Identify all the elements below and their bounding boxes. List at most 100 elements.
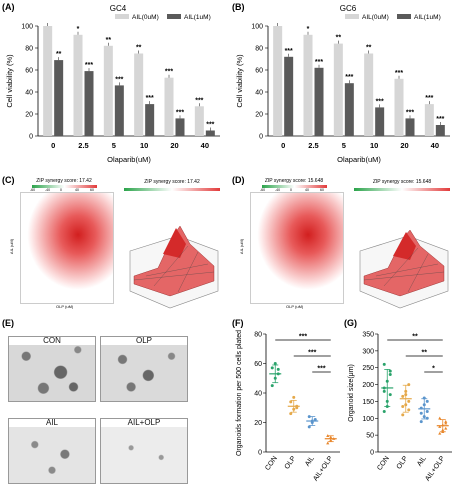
chart-g-point-3-6 [438,416,442,420]
chart-b-sig-0-2: ** [336,35,342,42]
heatmap-scale-tick-3: 40 [75,188,79,192]
chart-b-xtick-label-1: 2.5 [308,141,318,150]
chart-b-ytick-label-0: 0 [259,134,263,141]
chart-a-sig-1-5: *** [206,122,214,129]
heatmap-scale-tick-0: -60 [30,188,36,192]
synergy-heatmap-d: ZIP synergy score: 15.648 AIL (uM) OLP (… [239,178,344,313]
heatmap-d-scale [262,185,327,188]
chart-g-ytick-label-4: 200 [362,382,374,389]
chart-a-bar-0-4 [164,77,174,136]
chart-b-xtick-label-3: 10 [370,141,378,150]
chart-b-xlabel: Olaparib(uM) [337,155,381,164]
chart-f-ylabel: Organoids formation per 500 cells plated [236,330,243,456]
chart-f-ytick-label-0: 0 [258,450,262,457]
chart-f-point-2-2 [313,418,317,422]
chart-b-bar-1-1 [314,67,324,136]
heatmap-c-xlabel: OLP (uM) [56,304,74,309]
surface-c-plot [129,225,219,309]
chart-g-xtick-label-1: OLP [396,455,410,471]
chart-g-point-1-0 [401,413,405,417]
surface-d-title: ZIP synergy score: 15.648 [372,179,432,185]
micrograph-ail-olp: AIL+OLP [100,418,188,484]
heatmap-scale-tick-1: -40 [45,188,51,192]
chart-f-point-1-3 [289,400,293,404]
chart-f-ytick-label-4: 80 [254,332,262,339]
chart-a-ytick-label-5: 100 [21,24,33,31]
chart-b-bar-0-4 [394,78,404,136]
chart-b-ylabel: Cell viability (%) [235,54,244,108]
chart-b-sig-1-3: *** [376,98,384,105]
surface-c-scale [124,188,220,191]
chart-a-ytick-label-4: 80 [25,46,33,53]
micrograph-con-label: CON [9,337,95,345]
heatmap-scale-tick-1: -40 [275,188,281,192]
chart-b-sig-1-0: *** [285,48,293,55]
chart-g-ytick-label-2: 100 [362,416,374,423]
synergy-heatmap-c: ZIP synergy score: 17.42 AIL (uM) OLP (u… [9,178,114,313]
panel-label-a: (A) [2,2,15,12]
heatmap-scale-tick-4: 60 [90,188,94,192]
chart-f-point-2-0 [307,425,311,429]
chart-g-point-3-2 [444,426,448,430]
chart-g-point-2-6 [419,411,423,415]
chart-b-sig-0-1: * [307,26,310,33]
heatmap-d-xlabel: OLP (uM) [286,304,304,309]
chart-g-xtick-label-2: AIL [416,455,428,468]
synergy-surface-c: ZIP synergy score: 17.42 [118,179,226,316]
chart-a-sig-1-0: ** [56,51,62,58]
chart-f-xtick-label-2: AIL [304,455,316,468]
chart-b-sig-0-5: *** [425,95,433,102]
chart-b-sig-1-2: *** [345,74,353,81]
chart-b-bar-0-5 [424,104,434,136]
chart-a-sig-0-4: *** [165,69,173,76]
chart-g-ylabel: Organoid size(μm) [348,364,355,422]
surface-d-scale [354,188,450,191]
chart-g-point-1-2 [407,399,411,403]
chart-b-bar-1-5 [435,125,445,136]
micrograph-olp: OLP [100,336,188,402]
chart-a-bar-1-3 [145,104,155,136]
chart-g-point-0-9 [382,389,386,393]
chart-f-xtick-label-1: OLP [284,455,298,471]
chart-b-bar-0-2 [333,43,343,136]
chart-b-xtick-label-2: 5 [342,141,346,150]
panel-label-e: (E) [2,318,14,328]
chart-g-xtick-label-0: CON [376,455,391,472]
surface-d-plot [359,229,449,309]
chart-g-point-2-2 [425,410,429,414]
chart-a-xtick-label-3: 10 [140,141,148,150]
chart-g-bracket-label-0: ** [412,334,418,341]
chart-a-ylabel: Cell viability (%) [5,54,14,108]
heatmap-c-title: ZIP synergy score: 17.42 [36,178,92,184]
chart-g-bracket-label-1: ** [422,350,428,357]
heatmap-scale-tick-4: 60 [320,188,324,192]
chart-a-legend-label-1: AIL(1uM) [184,14,211,21]
chart-g-point-0-6 [382,362,386,366]
dot-plot-f: 0 20 40 60 80 Organoids formation per 500 cel… [236,330,340,483]
chart-g-ytick-label-1: 50 [366,433,374,440]
chart-b-bar-0-3 [364,53,374,136]
heatmap-scale-tick-2: 0 [60,188,62,192]
chart-a-bar-0-1 [73,34,83,136]
chart-a-bar-1-1 [84,71,94,136]
chart-b-sig-1-4: *** [406,109,414,116]
chart-b-bar-1-0 [284,56,294,136]
chart-f-point-1-0 [289,412,293,416]
chart-a-sig-0-2: ** [106,37,112,44]
chart-a-xtick-label-2: 5 [112,141,116,150]
chart-g-point-2-5 [425,399,429,403]
surface-c-title: ZIP synergy score: 17.42 [144,179,200,185]
chart-g-point-3-5 [444,420,448,423]
chart-a-title: GC4 [110,4,127,13]
chart-a-xtick-label-0: 0 [51,141,55,150]
chart-a-xlabel: Olaparib(uM) [107,155,151,164]
chart-b-xtick-label-4: 20 [400,141,408,150]
chart-b-ytick-label-5: 100 [251,24,263,31]
chart-g-point-1-8 [407,408,411,412]
chart-a-sig-0-5: *** [195,97,203,104]
chart-f-ytick-label-2: 40 [254,391,262,398]
chart-b-bar-1-4 [405,118,415,136]
chart-a-bar-0-0 [43,26,53,136]
